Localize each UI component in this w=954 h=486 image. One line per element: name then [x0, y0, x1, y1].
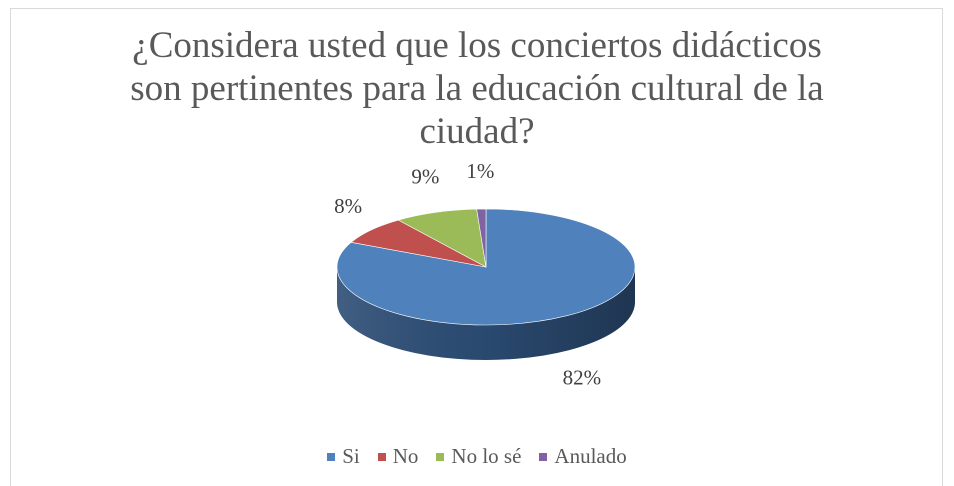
legend-label-anulado: Anulado — [554, 444, 627, 468]
chart-title: ¿Considera usted que los conciertos didá… — [0, 24, 954, 153]
chart-title-line-3: ciudad? — [419, 111, 535, 152]
legend-label-si: Si — [342, 444, 360, 468]
data-label-no: 8% — [334, 194, 362, 218]
chart-legend: Si No No lo sé Anulado — [0, 444, 954, 469]
legend-swatch-si — [327, 452, 336, 461]
pie-slice-anulado — [476, 208, 487, 268]
chart-title-line-1: ¿Considera usted que los conciertos didá… — [132, 25, 822, 66]
legend-label-no: No — [392, 444, 419, 468]
data-label-no-lo-se: 9% — [411, 165, 439, 189]
data-label-anulado: 1% — [466, 159, 494, 183]
pie-slice-no-lo-se — [397, 208, 487, 268]
data-label-si: 82% — [563, 366, 602, 390]
legend-item-anulado: Anulado — [539, 444, 627, 469]
legend-item-no-lo-se: No lo sé — [436, 444, 521, 469]
legend-swatch-no-lo-se — [436, 452, 445, 461]
legend-item-si: Si — [327, 444, 360, 469]
legend-item-no: No — [377, 444, 419, 469]
legend-swatch-no — [377, 452, 386, 461]
pie-side-shade-si — [337, 267, 635, 360]
chart-title-line-2: son pertinentes para la educación cultur… — [130, 68, 824, 109]
legend-swatch-anulado — [539, 452, 548, 461]
legend-label-no-lo-se: No lo sé — [451, 444, 522, 468]
